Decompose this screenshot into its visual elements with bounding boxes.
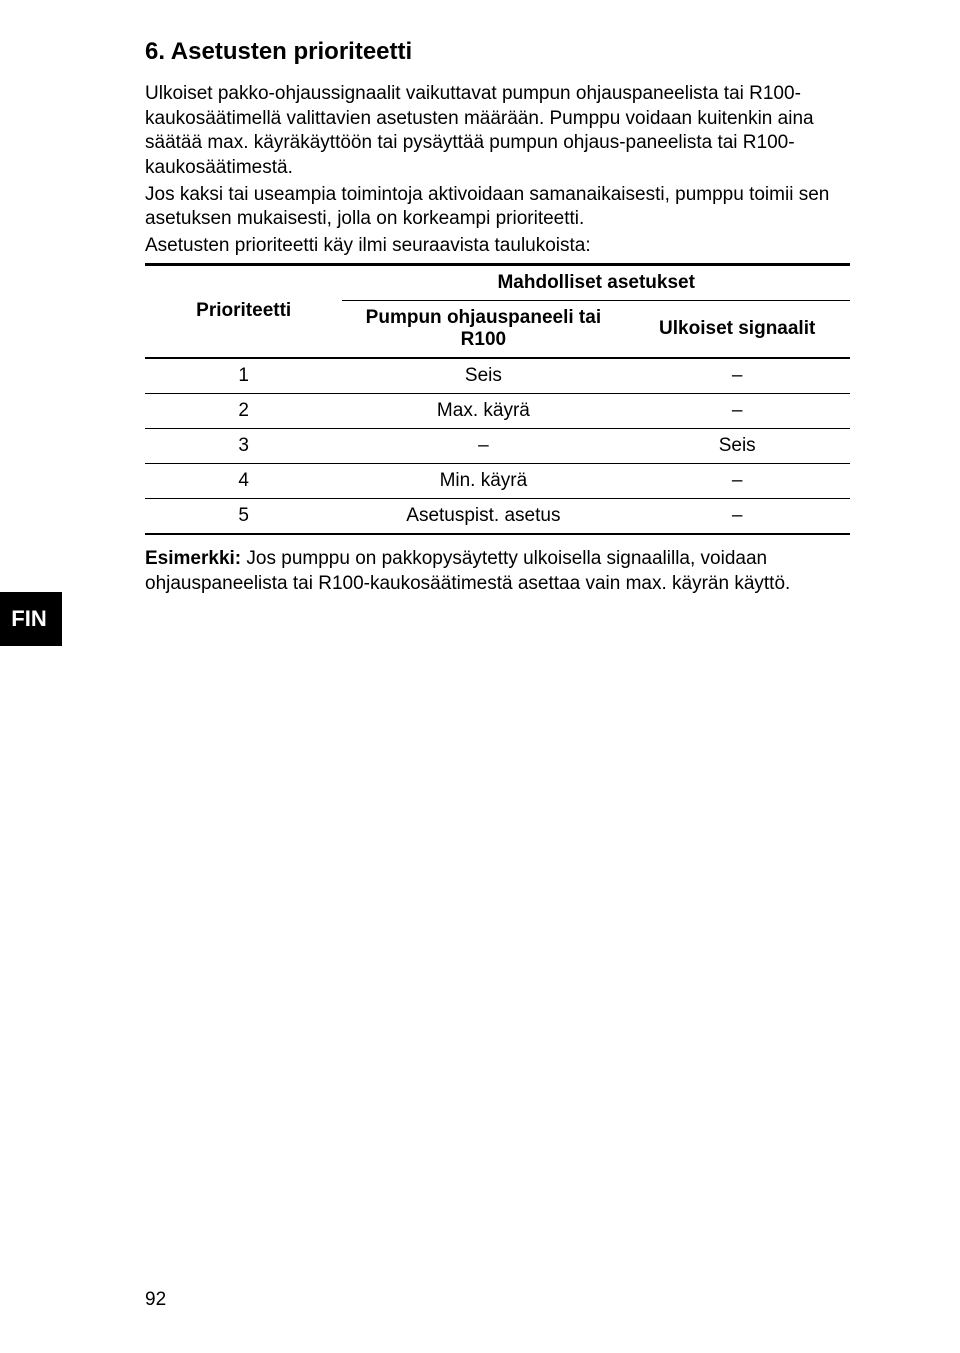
cell-panel: Asetuspist. asetus bbox=[342, 498, 624, 534]
cell-external: – bbox=[624, 498, 850, 534]
page-number: 92 bbox=[145, 1289, 166, 1311]
cell-panel: Max. käyrä bbox=[342, 393, 624, 428]
table-row: 5 Asetuspist. asetus – bbox=[145, 498, 850, 534]
section-heading: 6. Asetusten prioriteetti bbox=[145, 38, 850, 66]
priority-table-wrapper: Prioriteetti Mahdolliset asetukset Pumpu… bbox=[145, 263, 850, 535]
example-text: Jos pumppu on pakkopysäytetty ulkoisella… bbox=[145, 548, 790, 594]
cell-priority: 3 bbox=[145, 428, 342, 463]
page-content: 6. Asetusten prioriteetti Ulkoiset pakko… bbox=[0, 0, 960, 596]
cell-panel: Min. käyrä bbox=[342, 463, 624, 498]
cell-panel: Seis bbox=[342, 358, 624, 394]
paragraph-3: Asetusten prioriteetti käy ilmi seuraavi… bbox=[145, 234, 850, 259]
cell-priority: 1 bbox=[145, 358, 342, 394]
example-label: Esimerkki: bbox=[145, 548, 241, 569]
table-row: 3 – Seis bbox=[145, 428, 850, 463]
cell-external: – bbox=[624, 358, 850, 394]
table-row: 1 Seis – bbox=[145, 358, 850, 394]
language-tab: FIN bbox=[0, 592, 62, 646]
header-priority: Prioriteetti bbox=[145, 264, 342, 358]
paragraph-1: Ulkoiset pakko-ohjaussignaalit vaikuttav… bbox=[145, 82, 850, 181]
example-paragraph: Esimerkki: Jos pumppu on pakkopysäytetty… bbox=[145, 547, 850, 596]
header-possible-settings: Mahdolliset asetukset bbox=[342, 264, 850, 300]
table-row: 4 Min. käyrä – bbox=[145, 463, 850, 498]
cell-external: – bbox=[624, 463, 850, 498]
cell-priority: 2 bbox=[145, 393, 342, 428]
cell-priority: 4 bbox=[145, 463, 342, 498]
cell-priority: 5 bbox=[145, 498, 342, 534]
header-external: Ulkoiset signaalit bbox=[624, 300, 850, 358]
paragraph-2: Jos kaksi tai useampia toimintoja aktivo… bbox=[145, 183, 850, 232]
table-header-row-1: Prioriteetti Mahdolliset asetukset bbox=[145, 264, 850, 300]
header-panel: Pumpun ohjauspaneeli tai R100 bbox=[342, 300, 624, 358]
cell-external: – bbox=[624, 393, 850, 428]
table-row: 2 Max. käyrä – bbox=[145, 393, 850, 428]
cell-panel: – bbox=[342, 428, 624, 463]
cell-external: Seis bbox=[624, 428, 850, 463]
priority-table: Prioriteetti Mahdolliset asetukset Pumpu… bbox=[145, 263, 850, 535]
